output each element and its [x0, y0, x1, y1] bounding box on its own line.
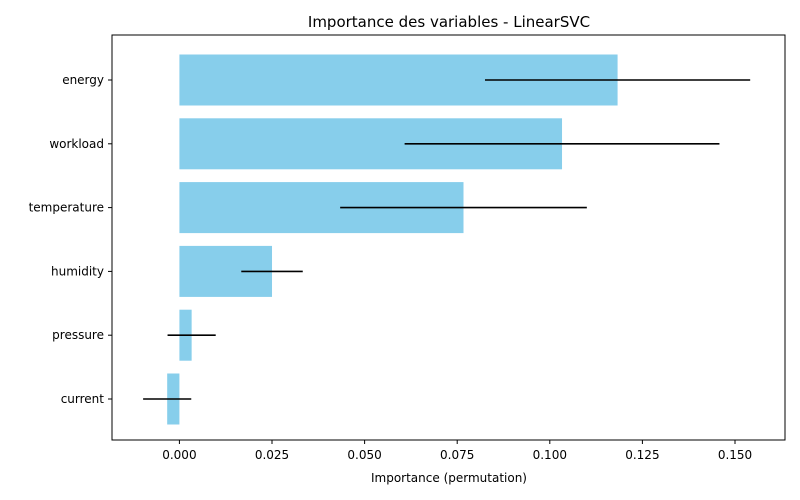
bars-layer: [167, 54, 618, 425]
y-tick-label: current: [61, 392, 105, 406]
y-tick-label: humidity: [51, 264, 104, 278]
x-tick-label: 0.025: [255, 448, 289, 462]
error-bars-layer: [143, 79, 751, 400]
x-axis: 0.000 0.025 0.050 0.075 0.100 0.125 0.150: [162, 440, 752, 462]
x-axis-label: Importance (permutation): [371, 471, 527, 485]
y-axis: energy workload temperature humidity pressur…: [29, 73, 112, 406]
chart-title: Importance des variables - LinearSVC: [308, 13, 590, 31]
x-tick-label: 0.150: [718, 448, 752, 462]
y-tick-label: temperature: [29, 201, 104, 215]
y-tick-label: energy: [62, 73, 104, 87]
y-tick-label: workload: [49, 137, 104, 151]
x-tick-label: 0.000: [162, 448, 196, 462]
x-tick-label: 0.050: [347, 448, 381, 462]
plot-frame: [111, 34, 786, 441]
x-tick-label: 0.075: [440, 448, 474, 462]
x-tick-label: 0.100: [533, 448, 567, 462]
y-tick-label: pressure: [52, 328, 104, 342]
x-tick-label: 0.125: [625, 448, 659, 462]
